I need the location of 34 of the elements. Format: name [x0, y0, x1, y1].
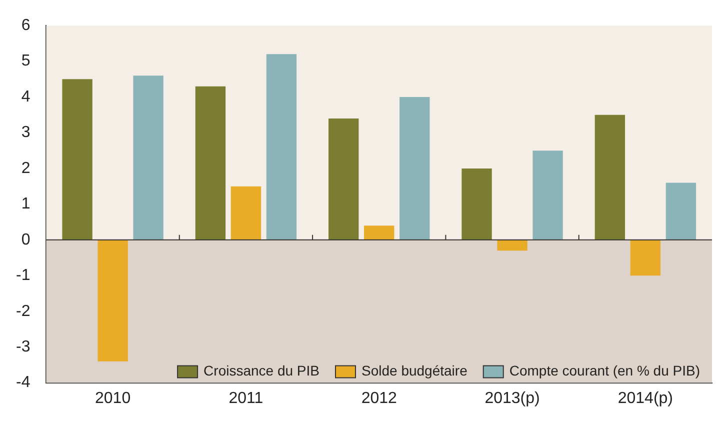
y-tick-label: 1 — [21, 196, 30, 213]
bar — [400, 97, 430, 240]
bar — [462, 168, 492, 240]
x-tick-label: 2014(p) — [618, 390, 673, 407]
legend-label: Compte courant (en % du PIB) — [509, 362, 700, 379]
bar — [266, 54, 297, 240]
y-tick-label: -1 — [16, 267, 30, 284]
bar — [195, 86, 226, 240]
y-tick-label: -3 — [16, 338, 30, 356]
y-tick-label: 0 — [21, 231, 30, 248]
x-tick-label: 2012 — [361, 390, 398, 407]
bar — [630, 240, 661, 276]
y-tick-label: 5 — [21, 52, 30, 70]
bar — [62, 79, 92, 240]
bar — [497, 240, 528, 251]
bar — [230, 186, 262, 240]
bar — [532, 150, 563, 240]
y-tick-label: -2 — [16, 302, 30, 320]
bar — [666, 182, 696, 240]
legend-label: Solde budgétaire — [361, 362, 468, 379]
bar — [364, 226, 394, 240]
y-tick-label: 3 — [21, 124, 30, 142]
bar — [328, 118, 359, 240]
bar — [133, 76, 164, 240]
x-tick-label: 2013(p) — [484, 390, 540, 407]
x-tick-label: 2010 — [95, 390, 131, 407]
legend-label: Croissance du PIB — [204, 362, 320, 379]
bar — [594, 114, 626, 240]
y-tick-label: -4 — [16, 374, 30, 392]
x-tick-label: 2011 — [228, 390, 264, 407]
y-tick-label: 6 — [21, 17, 30, 34]
bar — [98, 240, 128, 362]
y-tick-label: 2 — [21, 160, 30, 177]
y-tick-label: 4 — [21, 88, 30, 106]
